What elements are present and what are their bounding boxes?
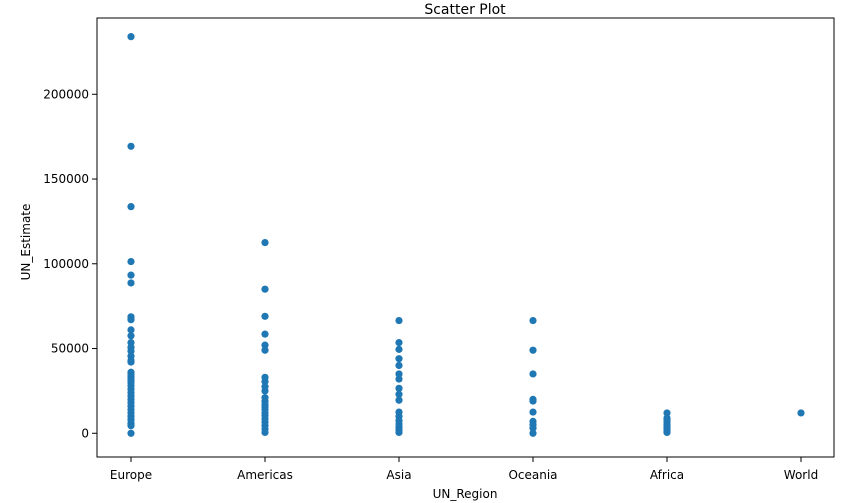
chart-title: Scatter Plot bbox=[424, 2, 506, 18]
data-point bbox=[529, 408, 537, 416]
data-point bbox=[127, 279, 135, 287]
plot-area bbox=[96, 17, 835, 458]
data-point bbox=[127, 358, 135, 366]
data-point bbox=[261, 330, 269, 338]
data-point bbox=[127, 422, 135, 430]
data-point bbox=[261, 238, 269, 247]
data-point bbox=[261, 377, 269, 386]
data-point bbox=[529, 316, 537, 325]
data-point bbox=[261, 285, 269, 293]
data-point bbox=[663, 428, 671, 437]
data-point bbox=[529, 370, 537, 378]
data-point bbox=[529, 346, 537, 354]
x-tick-label: Americas bbox=[237, 468, 293, 482]
data-point bbox=[395, 428, 403, 437]
data-point bbox=[127, 347, 135, 355]
x-axis-label: UN_Region bbox=[433, 487, 498, 501]
x-tick-label: World bbox=[784, 468, 818, 482]
y-axis: 0 50000 100000 150000 200000 bbox=[43, 87, 97, 440]
data-point bbox=[395, 390, 403, 398]
data-point bbox=[663, 409, 671, 417]
x-tick-label: Oceania bbox=[508, 468, 557, 482]
data-point bbox=[127, 257, 135, 266]
data-point bbox=[395, 345, 403, 353]
x-tick-label: Africa bbox=[650, 468, 684, 482]
data-point bbox=[127, 429, 135, 437]
y-axis-label: UN_Estimate bbox=[19, 204, 33, 281]
data-point bbox=[395, 316, 403, 325]
y-tick-label: 150000 bbox=[43, 172, 89, 186]
data-point bbox=[395, 375, 403, 383]
y-tick-label: 100000 bbox=[43, 257, 89, 271]
data-point bbox=[127, 326, 135, 334]
data-point bbox=[127, 33, 135, 41]
data-point bbox=[395, 396, 403, 404]
data-point bbox=[395, 361, 403, 370]
data-point bbox=[261, 341, 269, 349]
data-point bbox=[529, 429, 537, 437]
data-point bbox=[127, 142, 135, 150]
x-tick-label: Asia bbox=[386, 468, 411, 482]
data-point bbox=[395, 338, 403, 347]
data-point bbox=[395, 355, 403, 363]
data-point bbox=[261, 312, 269, 320]
data-point bbox=[529, 397, 537, 405]
data-point bbox=[127, 316, 135, 324]
data-point bbox=[127, 332, 135, 340]
data-point bbox=[261, 428, 269, 437]
y-tick-label: 0 bbox=[81, 426, 89, 440]
x-axis: Europe Americas Asia Oceania Africa World bbox=[110, 457, 818, 482]
y-tick-label: 50000 bbox=[51, 342, 89, 356]
x-tick-label: Europe bbox=[110, 468, 152, 482]
data-point bbox=[529, 424, 537, 432]
data-point bbox=[395, 384, 403, 392]
data-points bbox=[127, 33, 805, 437]
data-point bbox=[395, 370, 403, 378]
y-tick-label: 200000 bbox=[43, 87, 89, 101]
data-point bbox=[127, 271, 135, 279]
data-point bbox=[261, 387, 269, 395]
data-point bbox=[127, 203, 135, 211]
data-point bbox=[261, 346, 269, 354]
data-point bbox=[797, 409, 805, 417]
